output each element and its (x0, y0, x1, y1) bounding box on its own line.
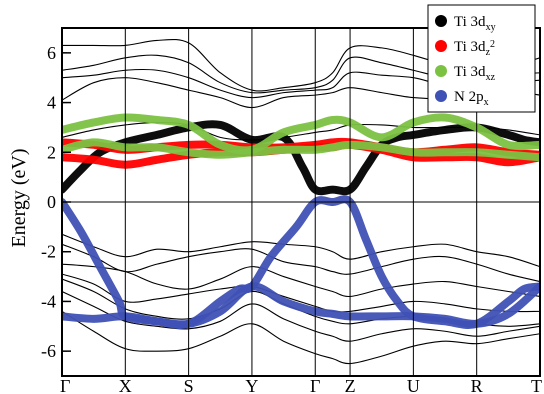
x-tick-label: X (119, 376, 132, 394)
series-line-0 (62, 120, 540, 196)
x-tick-label: R (471, 376, 483, 394)
legend-marker (435, 65, 447, 77)
x-tick-label: Γ (60, 376, 70, 394)
y-tick-label: 0 (47, 192, 56, 212)
band-line-7 (62, 263, 540, 298)
legend-marker (435, 90, 447, 102)
y-ticks-layer: 6 4 2 0 -2 -4 -6 (41, 43, 71, 361)
legend-marker (435, 15, 447, 27)
x-tick-label: Y (245, 376, 258, 394)
y-axis-label: Energy (eV) (8, 148, 30, 247)
y-tick-label: -2 (41, 242, 56, 262)
x-tick-label: T (531, 376, 542, 394)
x-tick-label: Γ (310, 376, 320, 394)
y-tick-label: 2 (47, 142, 56, 162)
projected-series-layer (62, 113, 540, 329)
x-tick-label: Z (345, 376, 356, 394)
legend: Ti 3dxy Ti 3dz2 Ti 3dxz N 2px (427, 4, 536, 113)
legend-marker (435, 40, 447, 52)
x-tick-label: U (407, 376, 420, 394)
y-tick-label: -4 (41, 291, 56, 311)
y-tick-label: -6 (41, 341, 56, 361)
legend-entry: Ti 3dz2 (454, 39, 495, 58)
legend-entry: Ti 3dxy (454, 14, 496, 33)
y-tick-label: 6 (47, 43, 56, 63)
series-line-6 (62, 282, 540, 329)
legend-entry: N 2px (454, 89, 489, 108)
y-tick-label: 4 (47, 93, 56, 113)
legend-entry: Ti 3dxz (454, 64, 496, 83)
x-tick-label: S (184, 376, 194, 394)
